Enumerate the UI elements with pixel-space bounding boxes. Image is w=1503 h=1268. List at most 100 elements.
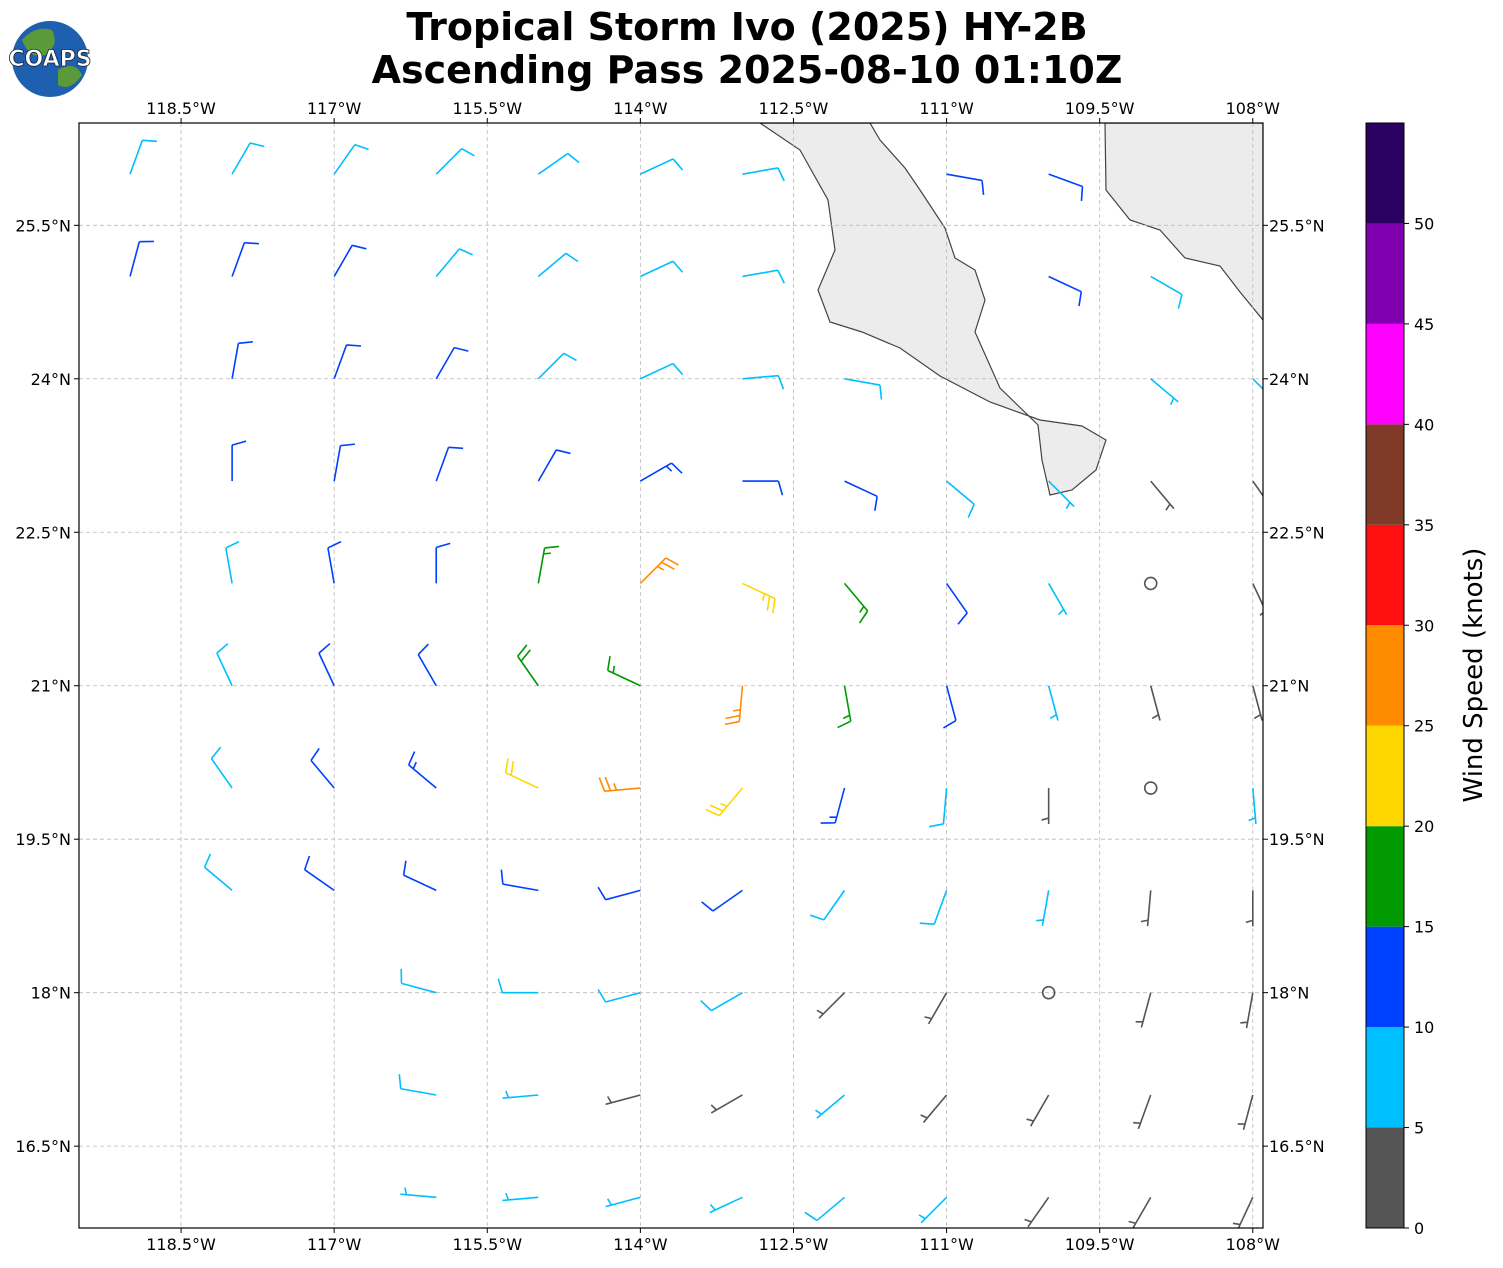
colorbar-segment — [1366, 1127, 1404, 1228]
wind-barb — [402, 860, 437, 892]
wind-barb — [1133, 1094, 1152, 1130]
wind-barb — [1240, 992, 1254, 1029]
wind-barb — [1248, 787, 1257, 824]
colorbar-tick-label: 0 — [1414, 1219, 1424, 1238]
colorbar-segment — [1366, 926, 1404, 1028]
mainland — [1104, 123, 1263, 321]
wind-barb — [1048, 275, 1083, 307]
wind-barb — [815, 1094, 846, 1119]
x-tick-label: 117°W — [307, 1235, 362, 1254]
colorbar-frame — [1365, 122, 1405, 1229]
logo-text: COAPS — [8, 47, 91, 72]
colorbar: 0 5 10 15 20 25 30 35 40 45 50 — [1365, 122, 1434, 1238]
colorbar-tick-label: 45 — [1414, 315, 1434, 334]
wind-barb — [605, 1196, 641, 1208]
colorbar-segment — [1366, 524, 1404, 626]
wind-barb — [129, 240, 154, 277]
colorbar-segment — [1366, 1027, 1404, 1128]
wind-barb — [1024, 1196, 1050, 1228]
wind-barb — [417, 643, 437, 687]
wind-barb — [742, 480, 784, 496]
wind-barb — [497, 978, 539, 994]
wind-barb — [203, 853, 233, 891]
wind-barb — [1048, 480, 1075, 510]
y-tick-label: 21°N — [1269, 677, 1309, 696]
wind-barb — [639, 557, 679, 584]
colorbar-segment — [1366, 424, 1404, 525]
wind-barb — [435, 148, 475, 175]
wind-barb — [844, 480, 878, 511]
x-tick-label: 112.5°W — [759, 99, 829, 118]
wind-barb — [1150, 480, 1175, 511]
colorbar-segment — [1366, 625, 1404, 726]
colorbar-segment — [1366, 826, 1404, 927]
wind-barb — [435, 446, 464, 482]
baja-peninsula — [758, 123, 1107, 496]
grid: 118.5°W 118.5°W 117°W 117°W 115.5°W 115.5°W 11… — [15, 99, 1324, 1254]
logo-land — [22, 28, 82, 88]
wind-barb — [1036, 890, 1050, 926]
wind-barb — [537, 545, 560, 584]
wind-barb — [435, 346, 469, 380]
y-tick-label: 16.5°N — [15, 1137, 71, 1156]
y-tick-label: 16.5°N — [1269, 1137, 1325, 1156]
wind-barb — [742, 167, 785, 182]
y-tick-label: 25.5°N — [15, 216, 71, 235]
wind-barb — [918, 1196, 948, 1224]
wind-barb — [709, 1196, 743, 1214]
wind-barb — [537, 449, 571, 482]
plot-frame — [78, 122, 1264, 1229]
y-tick-label: 18°N — [1269, 984, 1309, 1003]
title: Tropical Storm Ivo (2025) HY-2B — [406, 5, 1087, 49]
x-tick-label: 118.5°W — [146, 1235, 216, 1254]
x-tick-label: 111°W — [919, 1235, 974, 1254]
y-tick-label: 22.5°N — [15, 523, 71, 542]
wind-barb — [598, 776, 641, 792]
wind-barb — [327, 540, 342, 584]
colorbar-tick-label: 40 — [1414, 415, 1434, 434]
wind-barb — [742, 269, 785, 284]
colorbar-segment — [1366, 123, 1404, 224]
y-tick-label: 24°N — [31, 370, 71, 389]
logo: COAPS — [8, 21, 92, 97]
wind-barb — [820, 787, 846, 824]
x-tick-label: 111°W — [919, 99, 974, 118]
wind-barb — [400, 968, 437, 994]
colorbar-segment — [1366, 223, 1404, 324]
wind-barb — [605, 1094, 641, 1106]
wind-barb — [333, 443, 355, 482]
calm-marker — [1143, 576, 1158, 591]
y-tick-label: 18°N — [31, 984, 71, 1003]
wind-barb — [844, 377, 883, 400]
calm-marker — [1143, 781, 1158, 795]
wind-barb — [1026, 1094, 1050, 1127]
x-tick-label: 114°W — [613, 99, 668, 118]
wind-barb — [1149, 685, 1161, 721]
wind-barb — [639, 462, 683, 482]
land — [758, 123, 1263, 496]
wind-barb — [1232, 1196, 1254, 1228]
wind-barb — [502, 1192, 539, 1202]
x-tick-label: 108°W — [1226, 99, 1281, 118]
wind-barb — [700, 991, 743, 1012]
wind-barb — [1252, 378, 1263, 391]
colorbar-tick-label: 35 — [1414, 516, 1434, 535]
y-tick-label: 19.5°N — [1269, 830, 1325, 849]
wind-barb — [710, 1094, 743, 1114]
colorbar-tick-label: 15 — [1414, 918, 1434, 937]
wind-barb — [231, 142, 265, 175]
wind-barb — [919, 890, 948, 925]
wind-barb — [504, 758, 539, 789]
wind-barb — [742, 374, 785, 390]
wind-barb — [1150, 275, 1183, 309]
wind-barb — [1128, 1196, 1152, 1228]
colorbar-tick-label: 5 — [1414, 1119, 1424, 1138]
wind-barb — [407, 751, 437, 789]
x-tick-label: 115.5°W — [452, 99, 522, 118]
y-tick-label: 25.5°N — [1269, 216, 1325, 235]
wind-barb — [640, 158, 684, 175]
wind-barb — [597, 886, 641, 901]
x-tick-label: 117°W — [307, 99, 362, 118]
wind-barb — [1245, 890, 1254, 927]
